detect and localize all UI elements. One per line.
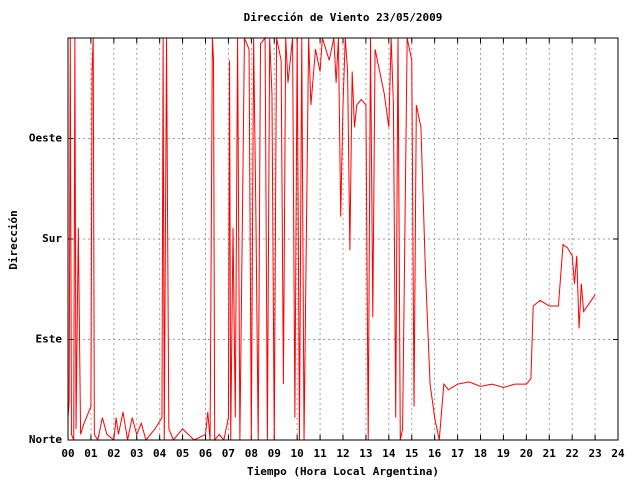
x-tick-label: 24 xyxy=(611,447,625,460)
y-tick-label: Este xyxy=(36,333,63,346)
x-tick-label: 18 xyxy=(474,447,487,460)
x-tick-label: 10 xyxy=(291,447,304,460)
x-tick-label: 07 xyxy=(222,447,235,460)
chart-title: Dirección de Viento 23/05/2009 xyxy=(244,11,443,24)
x-tick-label: 20 xyxy=(520,447,533,460)
x-tick-label: 11 xyxy=(313,447,327,460)
y-axis-label: Dirección xyxy=(7,210,20,270)
x-axis-label: Tiempo (Hora Local Argentina) xyxy=(247,465,439,478)
x-tick-label: 12 xyxy=(336,447,349,460)
x-tick-label: 19 xyxy=(497,447,510,460)
x-tick-label: 23 xyxy=(588,447,601,460)
x-tick-label: 14 xyxy=(382,447,396,460)
x-tick-label: 17 xyxy=(451,447,464,460)
x-tick-label: 16 xyxy=(428,447,442,460)
x-tick-label: 15 xyxy=(405,447,418,460)
x-tick-label: 04 xyxy=(153,447,167,460)
x-tick-label: 13 xyxy=(359,447,372,460)
x-tick-label: 06 xyxy=(199,447,213,460)
x-tick-label: 08 xyxy=(245,447,258,460)
x-tick-label: 00 xyxy=(61,447,74,460)
x-tick-label: 22 xyxy=(566,447,579,460)
y-tick-label: Oeste xyxy=(29,132,62,145)
y-tick-label: Norte xyxy=(29,433,62,446)
y-tick-label: Sur xyxy=(42,232,62,245)
x-tick-label: 01 xyxy=(84,447,98,460)
x-tick-label: 21 xyxy=(543,447,557,460)
plot-border xyxy=(67,37,619,441)
x-tick-label: 09 xyxy=(268,447,281,460)
x-tick-label: 03 xyxy=(130,447,143,460)
x-tick-label: 05 xyxy=(176,447,189,460)
x-tick-label: 02 xyxy=(107,447,120,460)
